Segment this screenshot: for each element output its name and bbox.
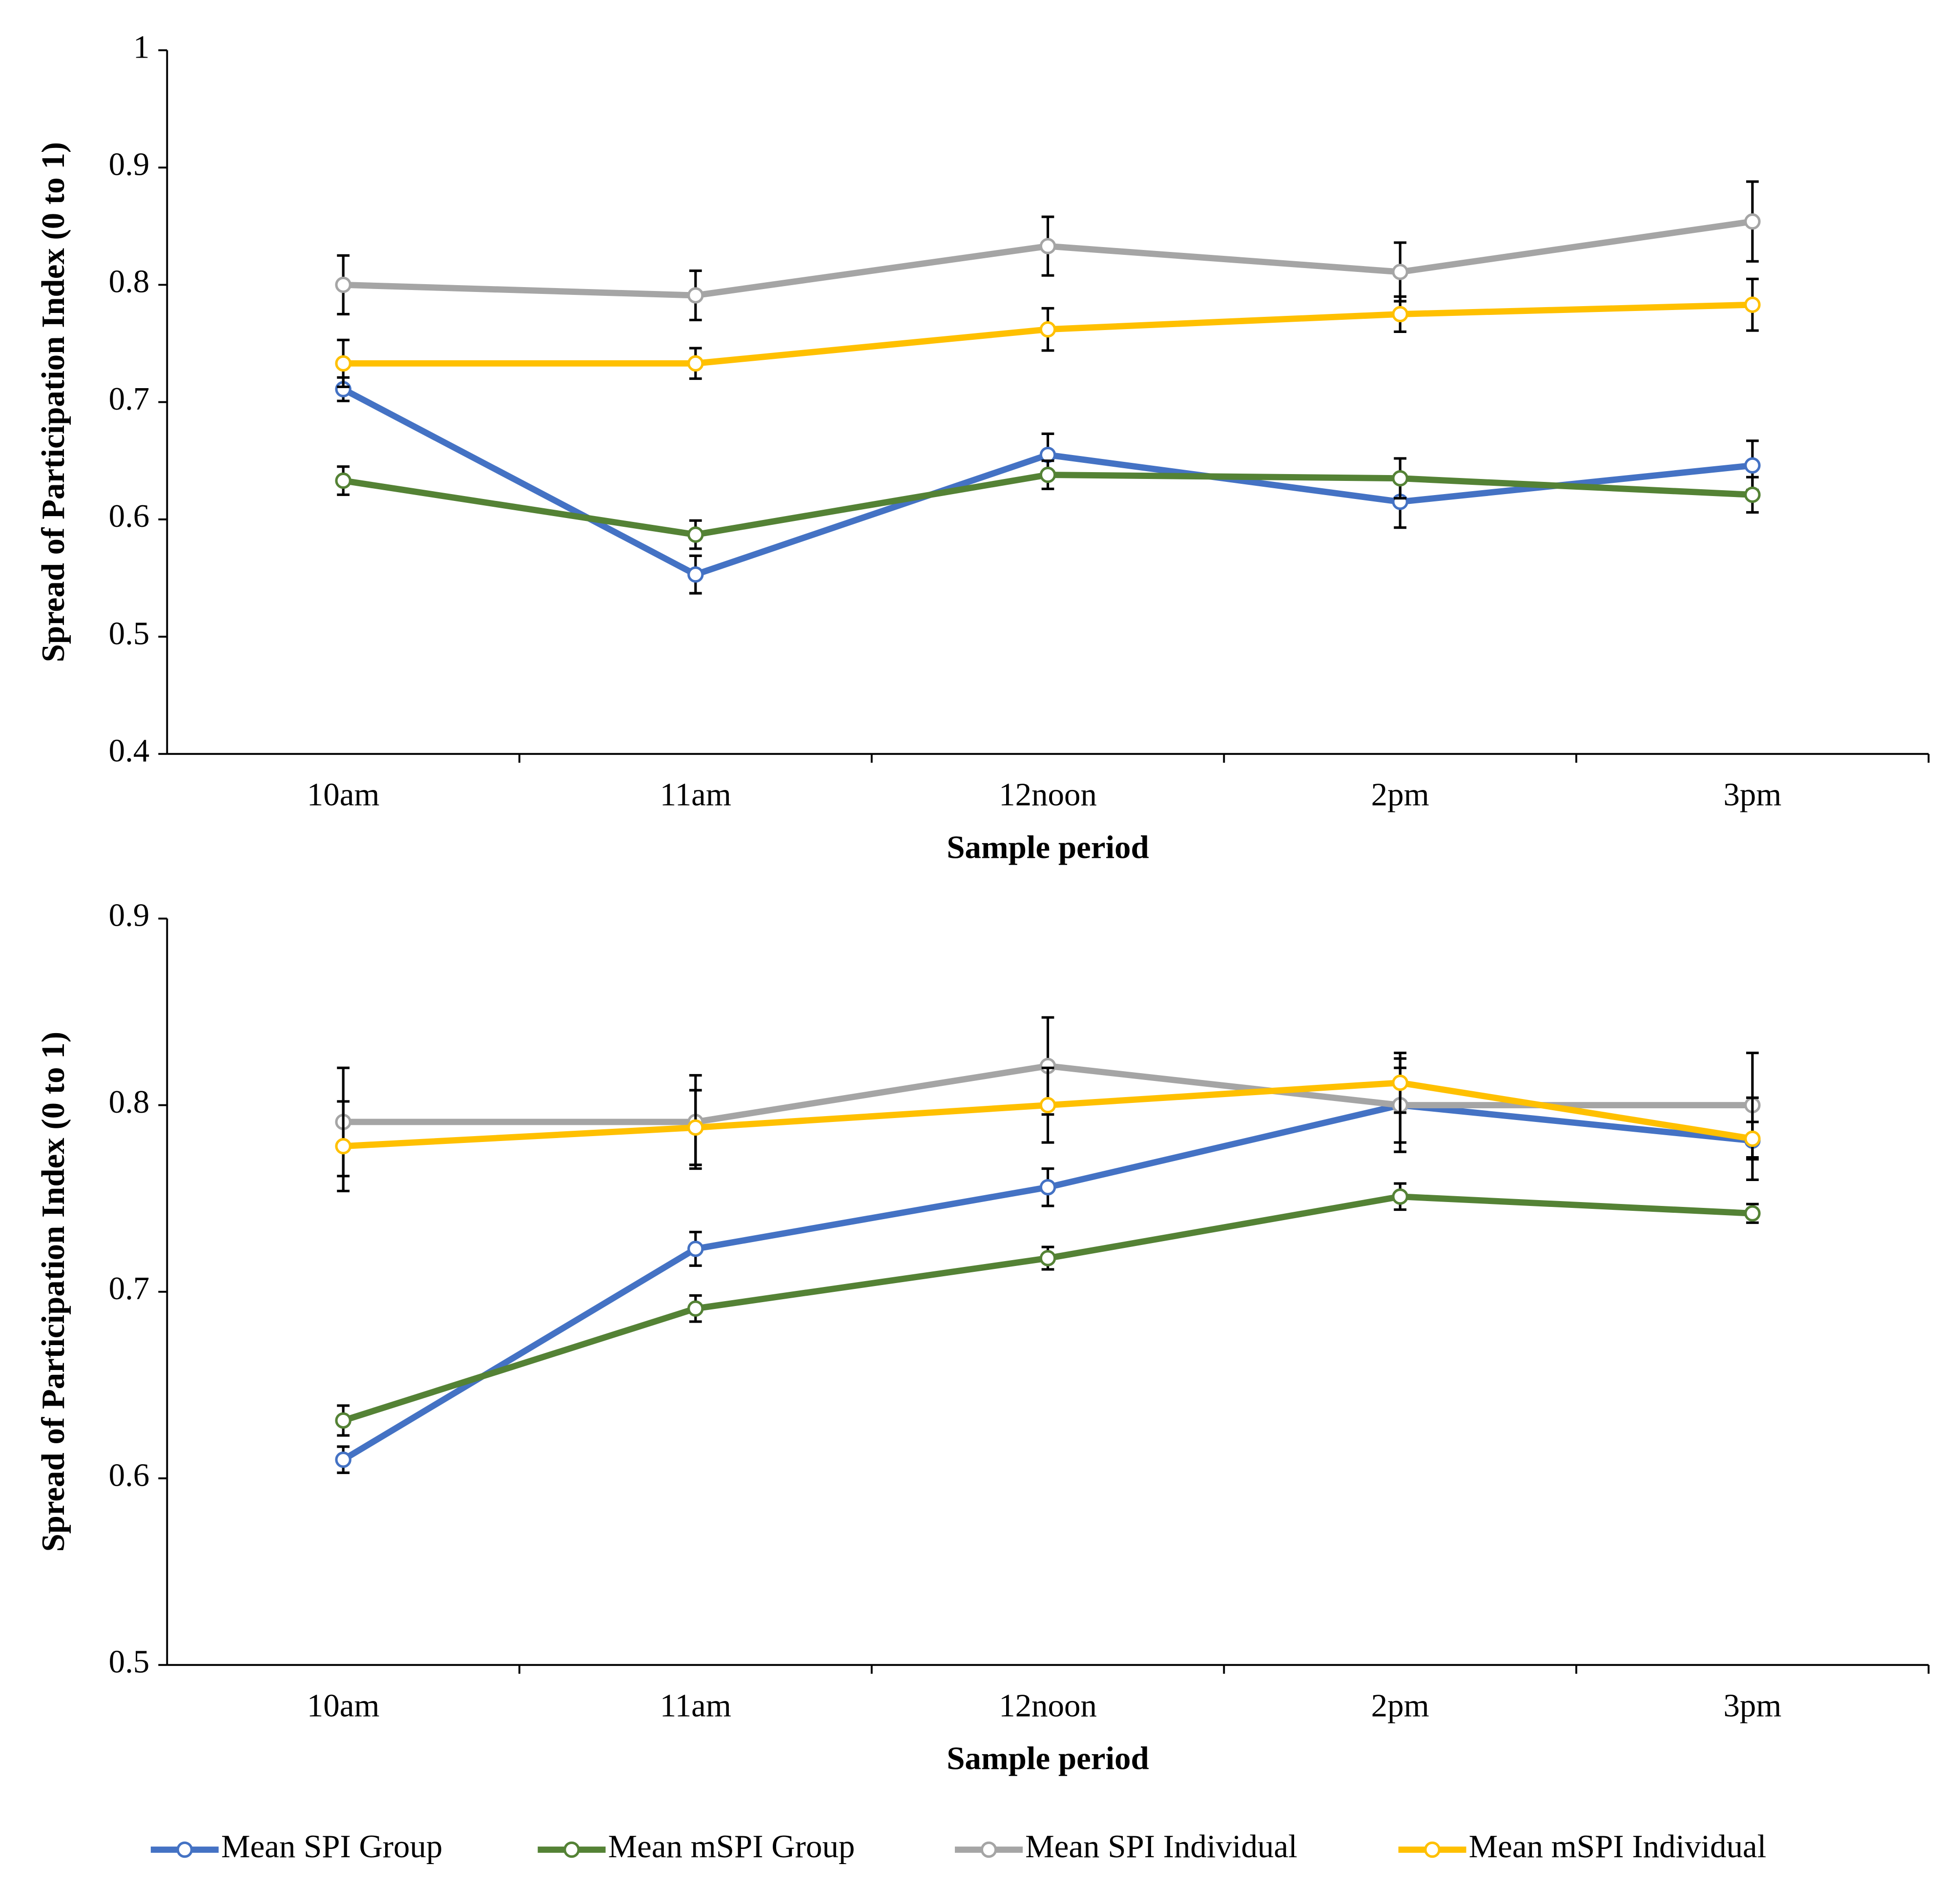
x-axis-title: Sample period	[947, 1741, 1149, 1777]
x-tick-label: 11am	[660, 1688, 731, 1724]
marker	[1392, 1188, 1408, 1205]
marker	[335, 1452, 351, 1468]
marker	[687, 566, 704, 583]
y-axis-title: Spread of Participation Index (0 to 1)	[35, 1032, 71, 1552]
marker	[1039, 1097, 1056, 1114]
legend-marker	[1424, 1841, 1441, 1858]
marker	[687, 1300, 704, 1317]
legend-item: Mean mSPI Individual	[1398, 1828, 1767, 1865]
x-tick-label: 2pm	[1371, 777, 1429, 813]
marker	[1039, 1250, 1056, 1266]
marker	[1039, 1179, 1056, 1196]
x-axis-title: Sample period	[947, 830, 1149, 866]
x-tick-label: 12noon	[999, 1688, 1097, 1724]
y-tick-label: 0.8	[109, 1084, 150, 1120]
marker	[1392, 1074, 1408, 1091]
y-tick-label: 0.7	[109, 381, 150, 417]
legend-item: Mean SPI Group	[150, 1828, 442, 1865]
x-tick-label: 10am	[307, 1688, 380, 1724]
series-line	[342, 1193, 1753, 1424]
marker	[1744, 457, 1761, 474]
y-tick-label: 0.5	[109, 1644, 150, 1680]
legend-item: Mean mSPI Group	[537, 1828, 855, 1865]
marker	[335, 1412, 351, 1429]
marker	[335, 276, 351, 293]
y-tick-label: 0.9	[109, 146, 150, 183]
marker	[335, 1138, 351, 1155]
marker	[1039, 321, 1056, 338]
marker	[687, 1119, 704, 1136]
marker	[1744, 296, 1761, 313]
marker	[1744, 1130, 1761, 1147]
y-tick-label: 0.8	[109, 264, 150, 300]
marker	[1744, 213, 1761, 230]
y-tick-label: 0.6	[109, 1457, 150, 1493]
y-axis-title: Spread of Participation Index (0 to 1)	[35, 142, 71, 663]
marker	[687, 355, 704, 372]
marker	[1039, 238, 1056, 254]
y-tick-label: 0.9	[109, 897, 150, 934]
legend-label: Mean mSPI Individual	[1469, 1828, 1767, 1865]
y-tick-label: 0.5	[109, 615, 150, 651]
marker	[687, 1241, 704, 1257]
x-tick-label: 3pm	[1723, 1688, 1781, 1724]
legend-label: Mean mSPI Group	[608, 1828, 855, 1865]
series-line	[341, 1102, 1753, 1463]
x-tick-label: 2pm	[1371, 1688, 1429, 1724]
marker	[1744, 1205, 1761, 1222]
legend-label: Mean SPI Group	[221, 1828, 442, 1865]
marker	[335, 472, 351, 489]
x-tick-label: 3pm	[1723, 777, 1781, 813]
y-tick-label: 0.4	[109, 733, 150, 769]
legend-marker	[980, 1841, 997, 1858]
y-tick-label: 1	[133, 29, 149, 65]
marker	[687, 526, 704, 543]
legend-marker	[176, 1841, 193, 1858]
y-tick-label: 0.7	[109, 1270, 150, 1307]
marker	[687, 287, 704, 304]
marker	[1392, 306, 1408, 323]
legend-marker	[563, 1841, 580, 1858]
marker	[1392, 470, 1408, 487]
legend-label: Mean SPI Individual	[1025, 1828, 1298, 1865]
x-tick-label: 11am	[660, 777, 731, 813]
marker	[335, 355, 351, 372]
marker	[1392, 264, 1408, 280]
x-tick-label: 10am	[307, 777, 380, 813]
y-tick-label: 0.6	[109, 498, 150, 534]
x-tick-label: 12noon	[999, 777, 1097, 813]
marker	[1744, 486, 1761, 503]
marker	[1039, 466, 1056, 483]
legend-item: Mean SPI Individual	[955, 1828, 1298, 1865]
